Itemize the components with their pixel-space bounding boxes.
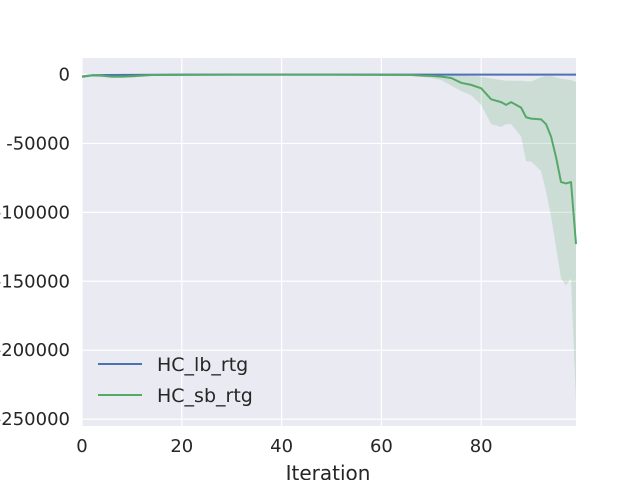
series-lines [81,73,577,245]
grid [81,58,576,426]
x-tick-label: 0 [76,436,87,457]
y-tick-label: -50000 [6,133,70,154]
legend-label-HC_sb_rtg: HC_sb_rtg [157,385,253,407]
legend: HC_lb_rtg HC_sb_rtg [98,354,253,407]
y-tick-label: -150000 [0,271,70,292]
legend-label-HC_lb_rtg: HC_lb_rtg [157,354,248,376]
y-tick-label: -100000 [0,202,70,223]
x-tick-labels: 0 20 40 60 80 [76,436,492,457]
y-tick-label: -200000 [0,340,70,361]
x-tick-label: 60 [370,436,393,457]
plot-background [82,58,576,426]
y-tick-label: -250000 [0,409,70,430]
y-tick-label: 0 [59,65,70,86]
x-tick-label: 80 [470,436,493,457]
x-axis-label: Iteration [286,461,371,480]
line-HC_sb_rtg [81,73,577,245]
x-tick-label: 20 [170,436,193,457]
y-tick-labels: 0 -50000 -100000 -150000 -200000 -250000 [0,65,70,431]
x-tick-label: 40 [270,436,293,457]
band-HC_sb_rtg [82,74,576,403]
